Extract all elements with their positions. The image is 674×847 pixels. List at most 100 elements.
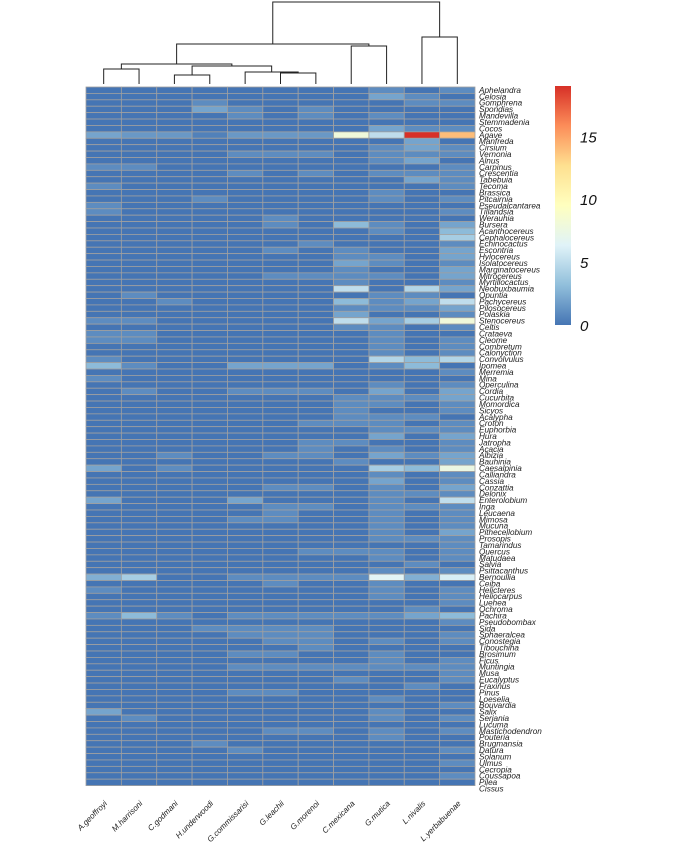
heatmap-cell xyxy=(85,419,122,428)
heatmap-cell xyxy=(191,304,228,312)
heatmap-cell xyxy=(191,778,228,786)
heatmap-cell xyxy=(368,618,405,626)
heatmap-cell xyxy=(262,310,299,319)
heatmap-cell xyxy=(156,375,193,383)
heatmap-cell xyxy=(120,419,158,428)
heatmap-cell xyxy=(227,695,264,703)
heatmap-cell xyxy=(333,342,370,351)
heatmap-cell xyxy=(333,733,370,742)
heatmap-cell xyxy=(333,86,370,94)
row-label: Leucaena xyxy=(479,509,515,518)
row-label: Hylocereus xyxy=(479,253,520,262)
heatmap-cell xyxy=(120,291,158,299)
heatmap-cell xyxy=(439,169,476,178)
heatmap-cell xyxy=(368,657,405,665)
heatmap-cell xyxy=(156,541,193,549)
heatmap-cell xyxy=(191,477,228,485)
heatmap-cell xyxy=(191,714,228,722)
heatmap-cell xyxy=(333,657,370,665)
heatmap-cell xyxy=(403,644,441,652)
heatmap-cell xyxy=(85,387,122,396)
heatmap-cell xyxy=(368,298,405,306)
row-label: Musa xyxy=(479,669,499,678)
heatmap-cell xyxy=(368,753,405,761)
heatmap-cell xyxy=(333,195,370,203)
row-label: Pilosocereus xyxy=(479,304,526,313)
heatmap-cell xyxy=(297,349,334,357)
row-label: Loeselia xyxy=(479,695,510,704)
heatmap-cell xyxy=(439,176,476,184)
heatmap-cell xyxy=(191,240,228,248)
heatmap-cell xyxy=(120,772,158,780)
heatmap-cell xyxy=(333,112,370,120)
heatmap-cell xyxy=(297,176,334,184)
heatmap-cell xyxy=(403,445,441,453)
heatmap-cell xyxy=(120,86,158,94)
heatmap-cell xyxy=(85,349,122,357)
heatmap-cell xyxy=(120,336,158,344)
heatmap-cell xyxy=(191,548,228,556)
heatmap-cell xyxy=(368,214,405,222)
heatmap-cells xyxy=(85,86,476,786)
heatmap-cell xyxy=(297,503,334,511)
heatmap-cell xyxy=(85,477,122,485)
row-label: Cissus xyxy=(479,785,504,794)
row-label: Momordica xyxy=(479,400,520,409)
heatmap-cell xyxy=(120,676,158,684)
heatmap-cell xyxy=(333,471,370,479)
heatmap-cell xyxy=(156,477,193,485)
heatmap-cell xyxy=(227,304,264,312)
heatmap-cell xyxy=(439,580,476,588)
heatmap-cell xyxy=(297,362,334,370)
heatmap-cell xyxy=(227,740,264,748)
row-label: Polaskia xyxy=(479,310,510,319)
heatmap-cell xyxy=(156,759,193,767)
heatmap-cell xyxy=(403,695,441,703)
heatmap-cell xyxy=(297,163,334,171)
heatmap-cell xyxy=(403,253,441,261)
heatmap-cell xyxy=(403,394,441,402)
heatmap-cell xyxy=(368,650,405,658)
row-label: Carpinus xyxy=(479,163,512,172)
heatmap-cell xyxy=(191,701,228,710)
heatmap-cell xyxy=(191,330,228,338)
heatmap-cell xyxy=(439,131,476,139)
heatmap-cell xyxy=(191,253,228,261)
dendrogram-branch xyxy=(421,36,458,84)
heatmap-cell xyxy=(120,323,158,331)
heatmap-cell xyxy=(191,535,228,543)
heatmap-cell xyxy=(333,375,370,383)
row-label: Brosimum xyxy=(479,650,516,659)
row-label: Helicteres xyxy=(479,586,515,595)
heatmap-cell xyxy=(439,573,476,581)
heatmap-cell xyxy=(191,355,228,363)
heatmap-cell xyxy=(439,669,476,678)
heatmap-cell xyxy=(368,240,405,248)
heatmap-cell xyxy=(262,259,299,267)
heatmap-cell xyxy=(297,189,334,197)
heatmap-cell xyxy=(85,214,122,222)
heatmap-cell xyxy=(85,554,122,562)
heatmap-cell xyxy=(85,99,122,107)
heatmap-cell xyxy=(85,689,122,697)
heatmap-cell xyxy=(439,112,476,120)
heatmap-cell xyxy=(227,772,264,780)
heatmap-cell xyxy=(120,163,158,171)
heatmap-cell xyxy=(368,99,405,107)
row-label: Tecoma xyxy=(479,182,508,191)
heatmap-cell xyxy=(297,426,334,434)
heatmap-cell xyxy=(439,439,476,447)
heatmap-cell xyxy=(120,310,158,319)
heatmap-cell xyxy=(120,631,158,639)
heatmap-cell xyxy=(439,407,476,415)
heatmap-cell xyxy=(439,567,476,575)
heatmap-cell xyxy=(85,592,122,601)
heatmap-cell xyxy=(439,772,476,780)
heatmap-cell xyxy=(297,701,334,710)
heatmap-cell xyxy=(85,266,122,274)
heatmap-cell xyxy=(297,208,334,216)
heatmap-cell xyxy=(262,201,299,210)
heatmap-cell xyxy=(120,362,158,370)
row-label: Convolvulus xyxy=(479,355,524,364)
heatmap-cell xyxy=(120,727,158,735)
